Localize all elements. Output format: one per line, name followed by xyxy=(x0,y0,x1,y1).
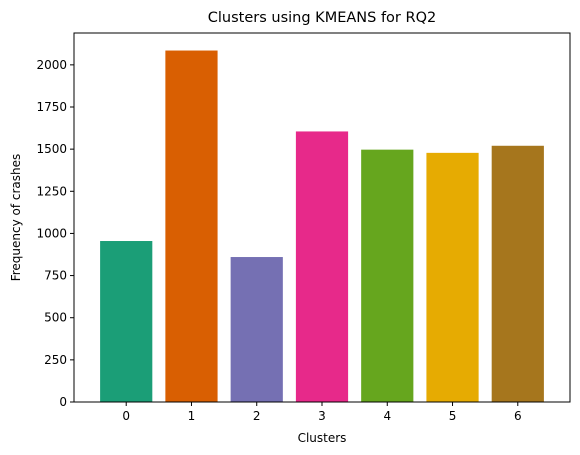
y-tick-label: 250 xyxy=(44,353,67,367)
plot-frame xyxy=(73,32,571,403)
x-axis-title: Clusters xyxy=(298,431,347,445)
bar-cluster-5 xyxy=(426,152,479,402)
y-tick-label: 1000 xyxy=(36,226,67,240)
x-tick-label: 1 xyxy=(188,409,196,423)
bar-cluster-0 xyxy=(100,241,153,402)
y-tick-label: 0 xyxy=(59,395,67,409)
y-tick-label: 500 xyxy=(44,311,67,325)
bar-cluster-4 xyxy=(361,149,414,402)
chart-title: Clusters using KMEANS for RQ2 xyxy=(208,10,436,26)
y-tick-label: 1500 xyxy=(36,142,67,156)
bar-cluster-6 xyxy=(491,145,544,402)
y-axis: 0 250 500 750 1000 1250 1500 1750 2000 xyxy=(36,58,74,409)
x-tick-label: 3 xyxy=(318,409,326,423)
bar-cluster-1 xyxy=(165,50,218,403)
x-tick-label: 5 xyxy=(449,409,457,423)
x-tick-label: 0 xyxy=(122,409,130,423)
x-tick-label: 6 xyxy=(514,409,522,423)
bars-group xyxy=(100,50,544,403)
y-tick-label: 1750 xyxy=(36,100,67,114)
x-tick-label: 4 xyxy=(383,409,391,423)
y-tick-label: 2000 xyxy=(36,58,67,72)
y-tick-label: 750 xyxy=(44,269,67,283)
x-axis: 0 1 2 3 4 5 6 xyxy=(122,402,522,423)
bar-cluster-3 xyxy=(295,131,349,402)
axes-spines xyxy=(73,32,571,403)
y-tick-label: 1250 xyxy=(36,184,67,198)
bar-cluster-2 xyxy=(230,257,283,402)
y-axis-title: Frequency of crashes xyxy=(9,154,23,282)
x-tick-label: 2 xyxy=(253,409,261,423)
